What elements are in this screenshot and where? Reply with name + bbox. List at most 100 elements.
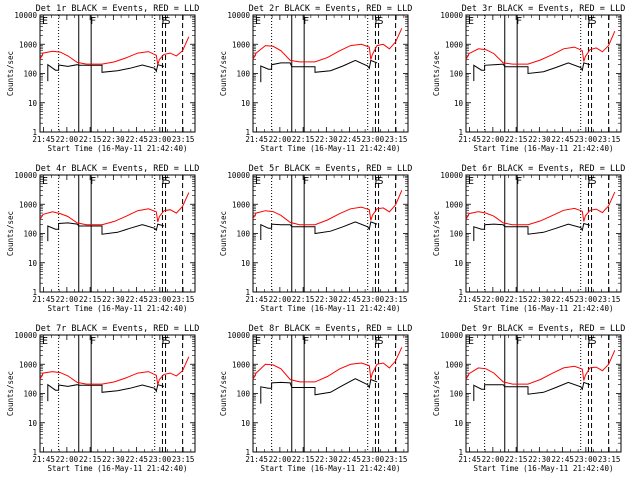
y-tick-label: 10	[454, 259, 464, 268]
marker-label: S	[591, 176, 597, 187]
panel-title: Det 5r BLACK = Events, RED = LLD	[249, 164, 413, 174]
plot-frame	[465, 334, 622, 453]
x-tick-label: 22:15	[292, 455, 315, 464]
panel-title: Det 8r BLACK = Events, RED = LLD	[249, 324, 413, 334]
y-tick-label: 10	[241, 259, 251, 268]
series-line-lld	[39, 356, 190, 385]
x-tick-label: 22:00	[482, 135, 505, 144]
marker-label: F	[516, 176, 522, 187]
y-tick-label: 1000	[19, 40, 38, 49]
series-line-lld	[465, 191, 616, 226]
y-tick-label: 100	[449, 230, 463, 239]
x-tick-label: 23:15	[598, 135, 621, 144]
y-tick-label: 1	[245, 448, 250, 457]
x-tick-label: 22:00	[482, 295, 505, 304]
x-axis-label: Start Time (16-May-11 21:42:40)	[261, 144, 401, 153]
marker-label: F	[90, 336, 96, 347]
y-tick-label: 100	[236, 70, 250, 79]
marker-label: F	[90, 176, 96, 187]
y-axis-label: Counts/sec	[219, 211, 228, 256]
series-line-events	[47, 383, 165, 402]
y-axis-label: Counts/sec	[432, 211, 441, 256]
y-tick-label: 10	[454, 419, 464, 428]
x-tick-label: 21:45	[458, 295, 481, 304]
series-line-lld	[252, 190, 403, 226]
y-tick-label: 10000	[227, 171, 250, 180]
plot-frame	[465, 174, 622, 293]
x-axis-label: Start Time (16-May-11 21:42:40)	[261, 464, 401, 473]
marker-label: S	[378, 16, 384, 27]
y-axis-label: Counts/sec	[6, 211, 15, 256]
y-axis-label: Counts/sec	[432, 51, 441, 96]
marker-label: F	[303, 16, 309, 27]
marker-label: E	[468, 176, 474, 187]
x-tick-label: 22:30	[315, 455, 338, 464]
marker-label: E	[42, 336, 48, 347]
y-tick-label: 100	[23, 70, 37, 79]
x-axis-label: Start Time (16-May-11 21:42:40)	[48, 304, 188, 313]
y-tick-label: 1000	[19, 200, 38, 209]
marker-label: S	[165, 16, 171, 27]
x-tick-label: 23:15	[598, 455, 621, 464]
marker-label: F	[90, 16, 96, 27]
y-tick-label: 10000	[14, 171, 37, 180]
x-tick-label: 22:15	[79, 455, 102, 464]
x-tick-label: 21:45	[458, 135, 481, 144]
y-tick-label: 10	[454, 99, 464, 108]
y-tick-label: 100	[236, 230, 250, 239]
y-tick-label: 1000	[232, 360, 251, 369]
x-tick-label: 22:30	[102, 135, 125, 144]
series-line-lld	[465, 350, 616, 385]
series-line-lld	[39, 36, 190, 65]
x-tick-label: 22:45	[551, 135, 574, 144]
y-tick-label: 1	[458, 288, 463, 297]
marker-label: E	[255, 336, 261, 347]
x-tick-label: 21:45	[245, 295, 268, 304]
x-tick-label: 22:45	[125, 455, 148, 464]
panel-title: Det 7r BLACK = Events, RED = LLD	[36, 324, 200, 334]
y-tick-label: 1000	[445, 40, 464, 49]
y-axis-label: Counts/sec	[219, 371, 228, 416]
marker-label: S	[378, 336, 384, 347]
marker-label: E	[161, 176, 167, 187]
panel-title: Det 6r BLACK = Events, RED = LLD	[462, 164, 626, 174]
panel-det-4: Det 4r BLACK = Events, RED = LLD 1 10 100 10…	[6, 164, 199, 313]
marker-label: E	[587, 176, 593, 187]
x-tick-label: 22:15	[79, 135, 102, 144]
plot-frame	[39, 14, 196, 133]
x-tick-label: 23:00	[362, 295, 385, 304]
y-tick-label: 1	[245, 128, 250, 137]
x-axis-label: Start Time (16-May-11 21:42:40)	[474, 304, 614, 313]
marker-label: E	[587, 16, 593, 27]
x-tick-label: 22:30	[528, 295, 551, 304]
panel-det-3: Det 3r BLACK = Events, RED = LLD 1 10 100 10…	[432, 4, 625, 153]
y-tick-label: 1	[245, 288, 250, 297]
x-tick-label: 22:15	[505, 135, 528, 144]
y-tick-label: 10000	[440, 11, 463, 20]
series-line-events	[473, 62, 591, 82]
x-tick-label: 22:45	[338, 455, 361, 464]
panel-det-2: Det 2r BLACK = Events, RED = LLD 1 10 100 10…	[219, 4, 412, 153]
x-tick-label: 22:30	[102, 295, 125, 304]
panel-det-8: Det 8r BLACK = Events, RED = LLD 1 10 100 10…	[219, 324, 412, 473]
x-tick-label: 21:45	[32, 135, 55, 144]
marker-label: E	[255, 176, 261, 187]
x-tick-label: 22:30	[528, 135, 551, 144]
y-tick-label: 10000	[440, 331, 463, 340]
x-tick-label: 22:00	[269, 295, 292, 304]
y-tick-label: 10000	[227, 11, 250, 20]
y-tick-label: 1	[32, 128, 37, 137]
y-tick-label: 1000	[232, 40, 251, 49]
marker-label: E	[374, 336, 380, 347]
y-axis-label: Counts/sec	[6, 371, 15, 416]
x-tick-label: 22:30	[315, 295, 338, 304]
marker-label: E	[374, 176, 380, 187]
y-tick-label: 100	[236, 390, 250, 399]
x-tick-label: 23:15	[385, 455, 408, 464]
x-tick-label: 22:15	[505, 455, 528, 464]
x-tick-label: 23:00	[362, 135, 385, 144]
x-tick-label: 21:45	[458, 455, 481, 464]
panel-title: Det 4r BLACK = Events, RED = LLD	[36, 164, 200, 174]
series-line-lld	[465, 31, 616, 65]
